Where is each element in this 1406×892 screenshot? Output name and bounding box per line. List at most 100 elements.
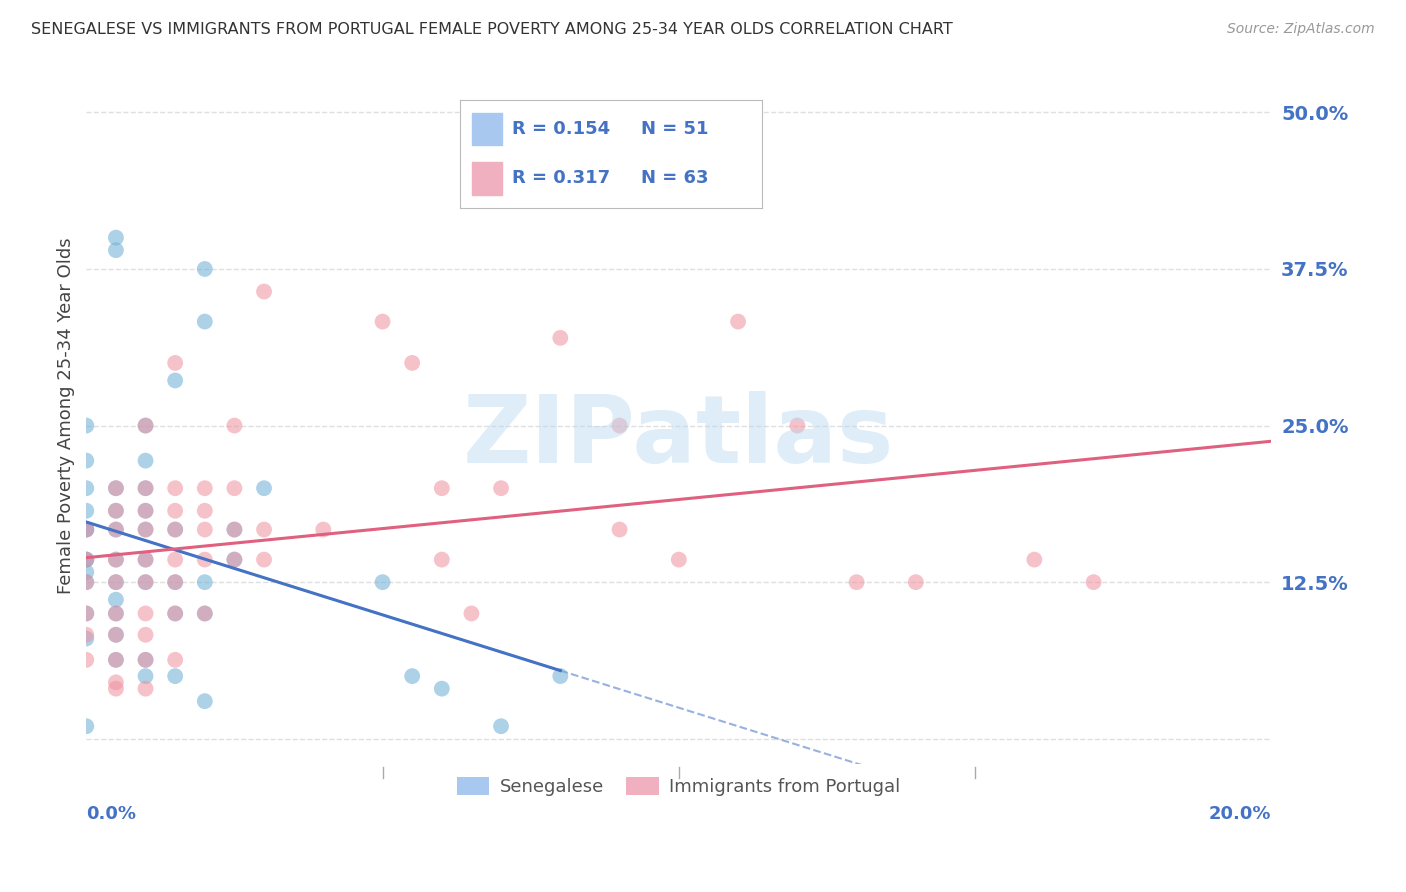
Point <box>135 481 157 495</box>
Point <box>253 285 276 299</box>
Point <box>104 504 127 518</box>
Point <box>104 607 127 621</box>
Point <box>135 653 157 667</box>
Point <box>401 669 423 683</box>
Point <box>194 523 217 537</box>
Point <box>75 453 97 467</box>
Text: ZIPatlas: ZIPatlas <box>463 391 894 483</box>
Point <box>165 523 187 537</box>
Point <box>135 418 157 433</box>
Point <box>75 418 97 433</box>
Point <box>135 481 157 495</box>
Point <box>75 481 97 495</box>
Point <box>253 481 276 495</box>
Point <box>104 592 127 607</box>
Point <box>75 719 97 733</box>
Point <box>1083 575 1105 590</box>
Point <box>104 675 127 690</box>
Point <box>460 607 482 621</box>
Point <box>75 628 97 642</box>
Point <box>104 653 127 667</box>
Point <box>165 669 187 683</box>
Point <box>75 523 97 537</box>
Point <box>224 552 246 566</box>
Point <box>550 669 572 683</box>
Point <box>104 607 127 621</box>
Point <box>165 607 187 621</box>
Point <box>609 523 631 537</box>
Point <box>75 607 97 621</box>
Point <box>312 523 335 537</box>
Point <box>194 504 217 518</box>
Point <box>165 504 187 518</box>
Point <box>104 653 127 667</box>
Point <box>165 523 187 537</box>
Point <box>194 694 217 708</box>
Point <box>165 575 187 590</box>
Point <box>104 481 127 495</box>
Point <box>135 575 157 590</box>
Point <box>194 315 217 329</box>
Point <box>104 552 127 566</box>
Legend: Senegalese, Immigrants from Portugal: Senegalese, Immigrants from Portugal <box>450 770 908 804</box>
Point <box>75 565 97 579</box>
Point <box>75 552 97 566</box>
Point <box>135 628 157 642</box>
Point <box>165 552 187 566</box>
Point <box>104 681 127 696</box>
Point <box>104 243 127 257</box>
Point <box>224 523 246 537</box>
Point <box>165 575 187 590</box>
Point <box>135 523 157 537</box>
Point <box>224 523 246 537</box>
Point <box>165 356 187 370</box>
Point <box>845 575 868 590</box>
Point <box>135 552 157 566</box>
Point <box>135 607 157 621</box>
Point <box>104 575 127 590</box>
Point <box>194 481 217 495</box>
Text: 0.0%: 0.0% <box>86 805 136 823</box>
Point <box>75 653 97 667</box>
Point <box>75 552 97 566</box>
Point <box>75 552 97 566</box>
Point <box>371 315 394 329</box>
Point <box>135 418 157 433</box>
Point <box>430 552 453 566</box>
Point <box>165 481 187 495</box>
Point <box>165 374 187 388</box>
Point <box>104 552 127 566</box>
Point <box>224 418 246 433</box>
Point <box>104 504 127 518</box>
Point <box>430 481 453 495</box>
Point <box>135 453 157 467</box>
Point <box>194 552 217 566</box>
Point <box>165 607 187 621</box>
Point <box>104 628 127 642</box>
Point <box>135 504 157 518</box>
Text: SENEGALESE VS IMMIGRANTS FROM PORTUGAL FEMALE POVERTY AMONG 25-34 YEAR OLDS CORR: SENEGALESE VS IMMIGRANTS FROM PORTUGAL F… <box>31 22 953 37</box>
Point <box>75 607 97 621</box>
Point <box>1024 552 1046 566</box>
Point <box>253 523 276 537</box>
Point <box>135 504 157 518</box>
Point <box>165 653 187 667</box>
Point <box>253 552 276 566</box>
Point <box>75 632 97 646</box>
Point <box>786 418 808 433</box>
Point <box>104 628 127 642</box>
Point <box>194 607 217 621</box>
Point <box>135 681 157 696</box>
Point <box>371 575 394 590</box>
Point <box>609 418 631 433</box>
Point <box>75 575 97 590</box>
Point <box>75 523 97 537</box>
Point <box>104 481 127 495</box>
Point <box>104 523 127 537</box>
Y-axis label: Female Poverty Among 25-34 Year Olds: Female Poverty Among 25-34 Year Olds <box>58 238 75 594</box>
Point <box>430 681 453 696</box>
Point <box>104 230 127 244</box>
Text: 20.0%: 20.0% <box>1209 805 1271 823</box>
Point <box>727 315 749 329</box>
Point <box>194 607 217 621</box>
